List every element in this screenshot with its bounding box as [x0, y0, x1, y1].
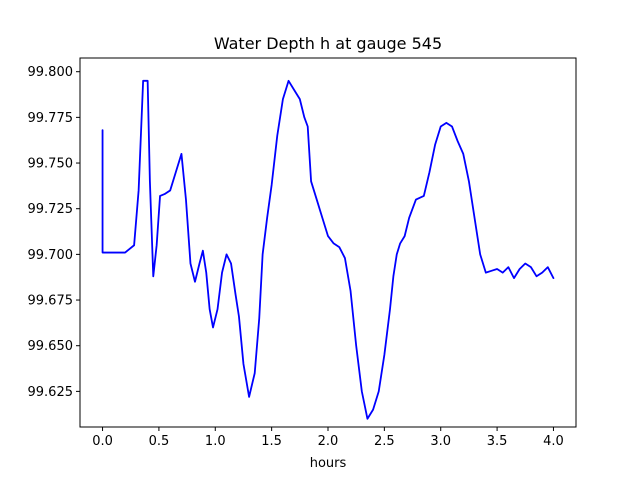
x-axis-label: hours [310, 456, 347, 471]
x-tick-label: 1.0 [205, 434, 226, 449]
y-axis: 99.625 99.650 99.675 99.700 99.725 99.750 99.7… [28, 65, 80, 400]
x-tick-label: 4.0 [543, 434, 564, 449]
series-line-0 [101, 79, 555, 420]
x-tick-label: 1.5 [261, 434, 282, 449]
x-tick-label: 2.5 [374, 434, 395, 449]
y-tick-label: 99.625 [28, 385, 74, 400]
series-layer [101, 79, 555, 420]
y-tick-label: 99.700 [28, 248, 74, 263]
x-tick-label: 2.0 [318, 434, 339, 449]
y-tick-label: 99.675 [28, 294, 74, 309]
x-tick-label: 3.5 [487, 434, 508, 449]
y-tick-label: 99.750 [28, 157, 74, 172]
y-tick-label: 99.725 [28, 202, 74, 217]
x-tick-label: 0.5 [149, 434, 170, 449]
x-tick-label: 3.0 [430, 434, 451, 449]
y-tick-label: 99.650 [28, 339, 74, 354]
x-axis: 0.0 0.5 1.0 1.5 2.0 2.5 3.0 3.5 4.0 [92, 427, 564, 449]
x-tick-label: 0.0 [92, 434, 113, 449]
chart-title: Water Depth h at gauge 545 [214, 34, 442, 53]
y-tick-label: 99.800 [28, 65, 74, 80]
y-tick-label: 99.775 [28, 111, 74, 126]
